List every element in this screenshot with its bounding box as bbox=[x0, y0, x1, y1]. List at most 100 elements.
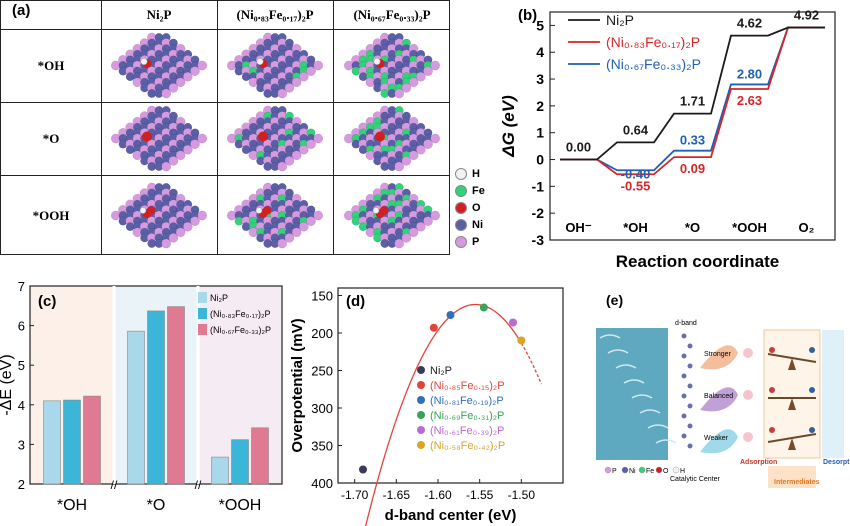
y-axis-label: -ΔE (eV) bbox=[0, 354, 15, 415]
seesaw-pivot bbox=[788, 438, 796, 450]
atom bbox=[161, 161, 172, 172]
panel-c-chart: // // 2 3 4 5 6 7 -ΔE (eV) *OH *O *OOH (c) Ni₂P (Ni₀.₈… bbox=[0, 279, 283, 514]
adsorbate-h-atom bbox=[140, 58, 148, 65]
adsorbate-h-atom bbox=[139, 207, 147, 214]
atom bbox=[168, 156, 179, 166]
energy-profile-line bbox=[560, 26, 825, 161]
atom-key-item: H bbox=[455, 165, 485, 182]
atom-legend-label: H bbox=[680, 468, 685, 475]
dband-level-label: Stronger bbox=[704, 351, 732, 358]
atom bbox=[284, 83, 295, 93]
atom bbox=[415, 144, 426, 155]
data-point bbox=[517, 336, 526, 345]
energy-value-label: 2.63 bbox=[737, 93, 762, 108]
energy-value-label: 2.80 bbox=[737, 66, 762, 81]
panel-e-label: (e) bbox=[606, 292, 623, 308]
dband-level-shape bbox=[700, 429, 738, 454]
slab-structure-image bbox=[226, 105, 324, 172]
column-header: Ni₂P bbox=[146, 7, 172, 22]
atom bbox=[190, 216, 200, 226]
atom bbox=[197, 60, 208, 71]
dband-label: d-band bbox=[675, 320, 697, 327]
atom bbox=[408, 150, 419, 161]
atom-key: H Fe O Ni P bbox=[455, 165, 485, 250]
legend-label: (Ni₀.₈₃Fe₀.₁₇)₂P bbox=[210, 309, 271, 319]
desorption-label: Desorption bbox=[823, 459, 850, 466]
atom-key-label: H bbox=[472, 167, 480, 180]
atom bbox=[408, 227, 419, 238]
seesaw-figure bbox=[809, 387, 815, 393]
atom bbox=[291, 227, 302, 238]
plot-frame bbox=[337, 287, 564, 484]
lattice-atom bbox=[681, 333, 687, 339]
legend-label: Ni₂P bbox=[430, 365, 452, 377]
atom-key-item: P bbox=[455, 233, 485, 250]
panel-b-chart: -3 -2 -1 0 1 2 3 4 5 ΔG (eV) Reaction coordinate OH… bbox=[500, 7, 836, 270]
legend-swatch bbox=[198, 324, 207, 335]
atom bbox=[415, 71, 426, 82]
y-tick-label: 5 bbox=[536, 17, 544, 33]
lattice-atom bbox=[681, 353, 687, 359]
energy-value-label: 0.09 bbox=[680, 161, 705, 176]
lattice-atom bbox=[681, 373, 687, 379]
bar bbox=[127, 330, 145, 485]
atom-color-swatch bbox=[455, 167, 467, 180]
table-divider bbox=[217, 1, 218, 254]
slab-structure-image bbox=[226, 182, 324, 249]
panel-a-label: (a) bbox=[12, 2, 31, 19]
data-point bbox=[359, 465, 367, 474]
lattice-atom bbox=[687, 383, 693, 389]
x-category-label: OH⁻ bbox=[565, 220, 592, 235]
slab-structure-image bbox=[343, 105, 441, 172]
atom bbox=[175, 77, 186, 88]
atom bbox=[313, 133, 324, 144]
y-tick-label: 300 bbox=[311, 401, 333, 416]
y-tick-label: 150 bbox=[311, 289, 333, 304]
catalytic-center-label: Catalytic Center bbox=[670, 476, 720, 483]
y-tick-label: 4 bbox=[18, 398, 25, 413]
atom-key-label: Ni bbox=[472, 218, 483, 231]
lattice-atom bbox=[681, 393, 687, 399]
atom-legend-marker bbox=[655, 466, 663, 474]
slab-structure-image bbox=[226, 32, 324, 99]
y-tick-label: 2 bbox=[18, 477, 25, 492]
water-wave bbox=[647, 424, 669, 429]
atom bbox=[415, 221, 426, 232]
lattice-atom bbox=[687, 343, 693, 349]
adsorbate-o-atom bbox=[379, 206, 389, 215]
water-wave bbox=[607, 349, 629, 354]
column-header: (Ni₀.₆₇Fe₀.₃₃)₂P bbox=[353, 7, 431, 22]
legend-swatch bbox=[198, 292, 207, 303]
legend-swatch bbox=[198, 308, 207, 319]
adsorbate-o-atom bbox=[375, 131, 385, 142]
atom bbox=[161, 238, 172, 249]
atom bbox=[423, 139, 433, 149]
x-category-label: *OH bbox=[623, 220, 648, 235]
atom bbox=[394, 88, 405, 99]
legend-label: (Ni₀.₈₅Fe₀.₁₅)₂P bbox=[430, 380, 505, 392]
lattice-atom bbox=[687, 403, 693, 409]
y-tick-label: 200 bbox=[311, 326, 333, 341]
legend-label: (Ni₀.₆₉Fe₀.₃₁)₂P bbox=[430, 410, 504, 422]
atom-legend-marker bbox=[638, 466, 646, 474]
data-point bbox=[479, 303, 488, 312]
atom-legend-label: Ni bbox=[629, 468, 636, 475]
x-tick-label: -1.50 bbox=[508, 488, 536, 502]
atom-key-item: O bbox=[455, 199, 485, 216]
x-tick-label: -1.70 bbox=[341, 488, 369, 502]
atom-color-swatch bbox=[455, 201, 467, 214]
atom bbox=[277, 161, 288, 172]
atom bbox=[306, 66, 316, 76]
y-tick-label: 3 bbox=[536, 71, 544, 87]
dband-level-shape bbox=[700, 387, 738, 412]
atom bbox=[182, 144, 193, 155]
atom bbox=[182, 221, 193, 232]
adsorbate-o-atom bbox=[146, 206, 156, 215]
adsorbate-o-atom bbox=[258, 131, 268, 142]
atom bbox=[430, 133, 441, 144]
bar bbox=[83, 395, 101, 485]
row-label: *OH bbox=[37, 57, 65, 73]
data-point bbox=[446, 311, 455, 319]
atom bbox=[197, 210, 208, 221]
bar bbox=[43, 400, 61, 485]
